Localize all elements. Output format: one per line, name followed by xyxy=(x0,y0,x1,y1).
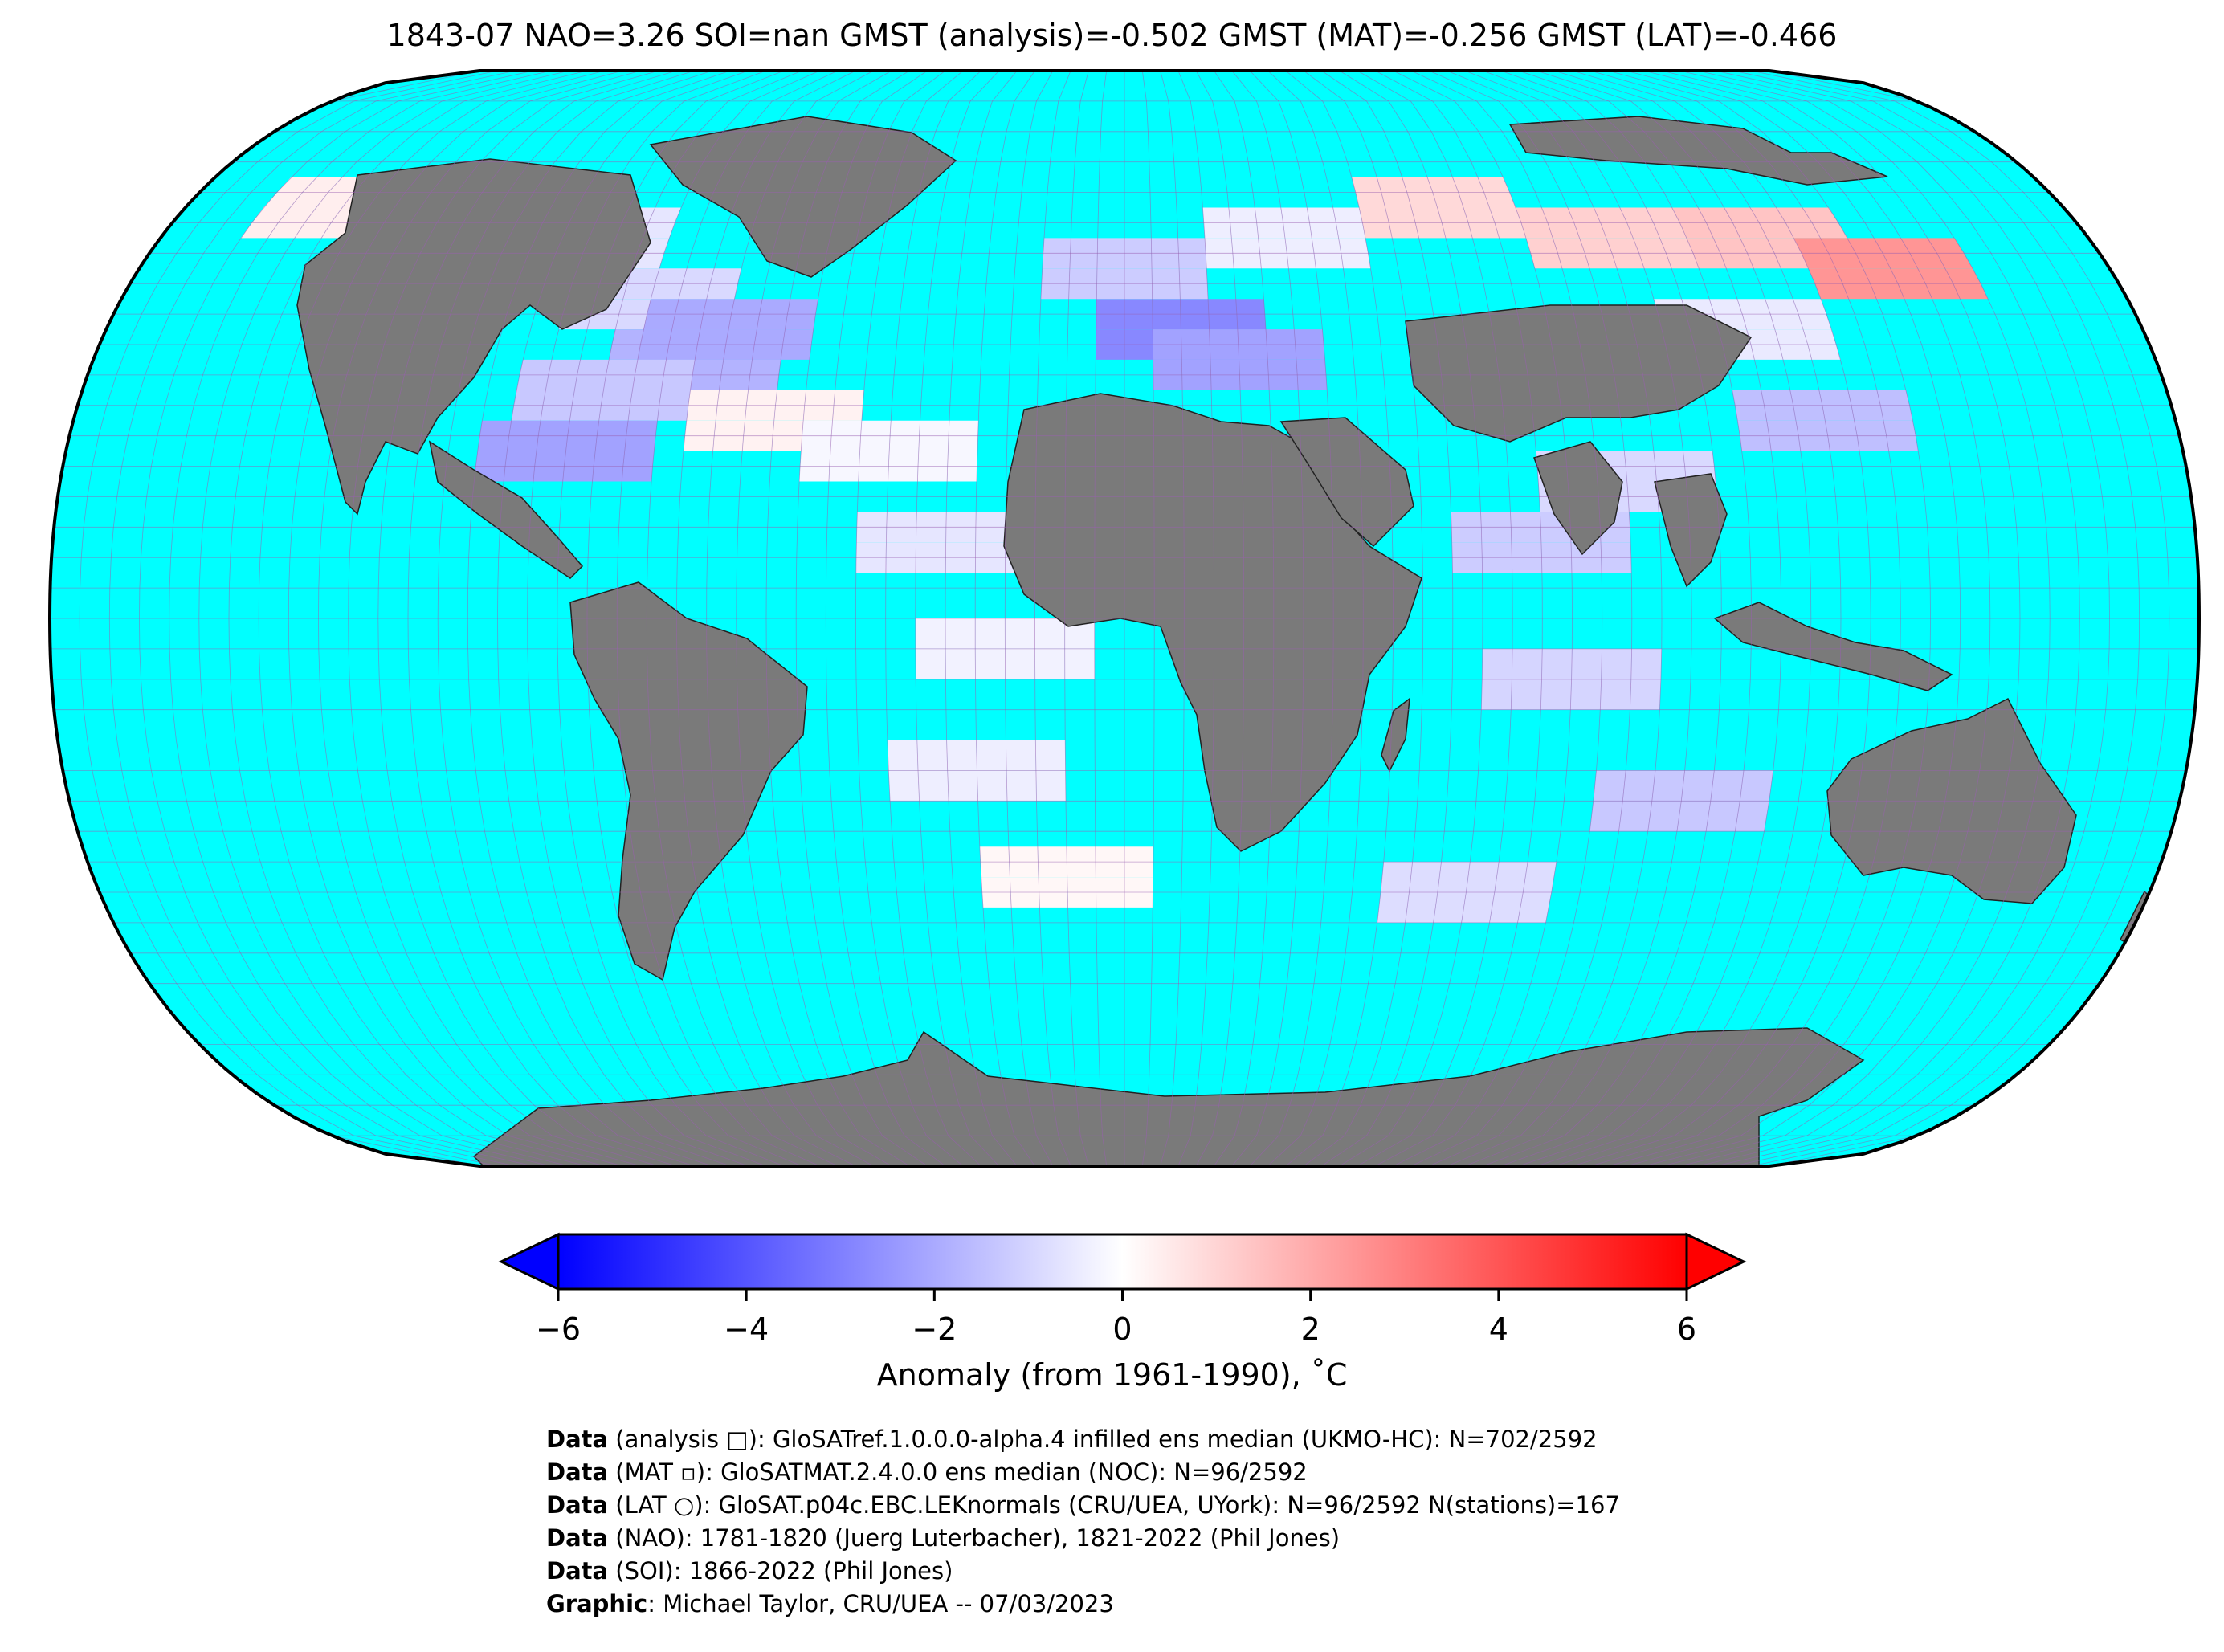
anomaly-cell xyxy=(976,740,1007,771)
anomaly-cell xyxy=(975,648,1006,679)
credit-line-soi: Data (SOI): 1866-2022 (Phil Jones) xyxy=(546,1557,953,1585)
anomaly-cell xyxy=(1005,648,1035,679)
anomaly-cell xyxy=(1433,892,1467,923)
anomaly-cell xyxy=(916,740,948,771)
anomaly-cell xyxy=(1466,862,1500,892)
world-map xyxy=(40,64,2209,1173)
anomaly-cell xyxy=(1437,862,1471,892)
anomaly-cell xyxy=(1006,740,1036,771)
anomaly-cell xyxy=(947,770,978,802)
anomaly-cell xyxy=(945,618,976,649)
map-boundary xyxy=(47,69,2202,1168)
colorbar-extend-low xyxy=(498,1232,560,1291)
colorbar-label: Anomaly (from 1961-1990), ˚C xyxy=(876,1357,1348,1393)
anomaly-cell xyxy=(1064,648,1095,679)
credit-line-nao: Data (NAO): 1781-1820 (Juerg Luterbacher… xyxy=(546,1524,1341,1552)
anomaly-cell xyxy=(1601,648,1632,679)
anomaly-cell xyxy=(1630,648,1662,679)
anomaly-cell xyxy=(1034,618,1065,649)
anomaly-cell xyxy=(975,618,1006,649)
credit-line-mat: Data (MAT ▫): GloSATMAT.2.4.0.0 ens medi… xyxy=(546,1458,1308,1486)
land-northeast-asia xyxy=(1508,116,1888,186)
anomaly-cell xyxy=(915,648,946,679)
anomaly-cell xyxy=(1006,770,1037,802)
anomaly-cell xyxy=(1489,892,1524,923)
land-southeast-asia xyxy=(1654,473,1728,588)
anomaly-cell xyxy=(1570,679,1602,710)
land-masses xyxy=(296,116,2161,1166)
anomaly-cell xyxy=(1593,770,1626,802)
colorbar-tick-label: 6 xyxy=(1677,1311,1696,1347)
colorbar-extend-high xyxy=(1685,1232,1747,1291)
colorbar-gradient xyxy=(557,1233,1688,1291)
colorbar-ticks: −6 −4 −2 0 2 4 6 xyxy=(536,1289,1696,1347)
anomaly-cell xyxy=(1600,679,1631,710)
land-north-america xyxy=(296,158,651,516)
anomaly-cell xyxy=(945,648,976,679)
anomaly-cell xyxy=(1540,679,1572,710)
land-greenland xyxy=(649,116,957,278)
anomaly-cell xyxy=(1676,801,1711,832)
anomaly-cell xyxy=(918,770,949,802)
credits-block: Data (analysis □): GloSATref.1.0.0.0-alp… xyxy=(546,1423,2153,1621)
credit-line-graphic: Graphic: Michael Taylor, CRU/UEA -- 07/0… xyxy=(546,1590,1114,1617)
anomaly-cell xyxy=(1589,801,1623,832)
anomaly-cell xyxy=(1461,892,1495,923)
anomaly-cell xyxy=(887,740,918,771)
anomaly-cell xyxy=(1710,770,1744,802)
land-south-america xyxy=(569,581,808,981)
anomaly-cell xyxy=(1034,648,1065,679)
anomaly-cell xyxy=(1005,618,1035,649)
anomaly-cell xyxy=(1409,862,1442,892)
land-africa xyxy=(1003,393,1422,852)
credit-line-lat: Data (LAT ○): GloSAT.p04c.EBC.LEKnormals… xyxy=(546,1491,1620,1519)
lat-lon-grid xyxy=(50,71,2199,1166)
colorbar-tick-label: 0 xyxy=(1112,1311,1132,1347)
credit-line-analysis: Data (analysis □): GloSATref.1.0.0.0-alp… xyxy=(546,1426,1598,1453)
anomaly-cell xyxy=(1517,892,1552,923)
anomaly-cell xyxy=(1647,801,1682,832)
colorbar-tick-label: 4 xyxy=(1489,1311,1508,1347)
land-antarctica xyxy=(472,1027,1865,1166)
anomaly-cell xyxy=(1706,801,1740,832)
anomaly-cell xyxy=(1681,770,1715,802)
colorbar-tick-label: −2 xyxy=(912,1311,957,1347)
anomaly-cell xyxy=(1481,679,1512,710)
anomaly-cell xyxy=(1630,679,1661,710)
anomaly-cell xyxy=(1511,679,1542,710)
land-central-asia xyxy=(1405,304,1753,443)
land-central-america xyxy=(428,440,584,579)
anomaly-cell xyxy=(1651,770,1685,802)
anomaly-cell xyxy=(1494,862,1528,892)
anomaly-cell xyxy=(1541,648,1573,679)
colorbar-tick-label: −6 xyxy=(536,1311,581,1347)
anomaly-cell xyxy=(1740,770,1773,802)
anomaly-cell xyxy=(888,770,920,802)
map-title: 1843-07 NAO=3.26 SOI=nan GMST (analysis)… xyxy=(386,18,1838,53)
anomaly-cell xyxy=(1571,648,1602,679)
anomaly-cell xyxy=(1377,892,1410,923)
colorbar-tick-label: 2 xyxy=(1301,1311,1320,1347)
anomaly-cell xyxy=(1405,892,1438,923)
anomaly-cell xyxy=(1735,801,1769,832)
colorbar: −6 −4 −2 0 2 4 6 xyxy=(482,1221,1767,1422)
anomaly-cell xyxy=(1035,770,1066,802)
anomaly-cell xyxy=(1523,862,1557,892)
anomaly-cell xyxy=(1618,801,1652,832)
land-madagascar xyxy=(1381,697,1410,773)
anomaly-cell xyxy=(946,740,977,771)
colorbar-tick-label: −4 xyxy=(724,1311,769,1347)
anomaly-cell xyxy=(1482,648,1512,679)
anomaly-cell xyxy=(915,618,946,649)
anomaly-cell xyxy=(977,770,1007,802)
anomaly-cell xyxy=(1035,740,1066,771)
land-arabia xyxy=(1279,417,1414,548)
anomaly-cell xyxy=(1622,770,1655,802)
anomaly-cell xyxy=(1512,648,1543,679)
anomaly-cell xyxy=(1381,862,1413,892)
